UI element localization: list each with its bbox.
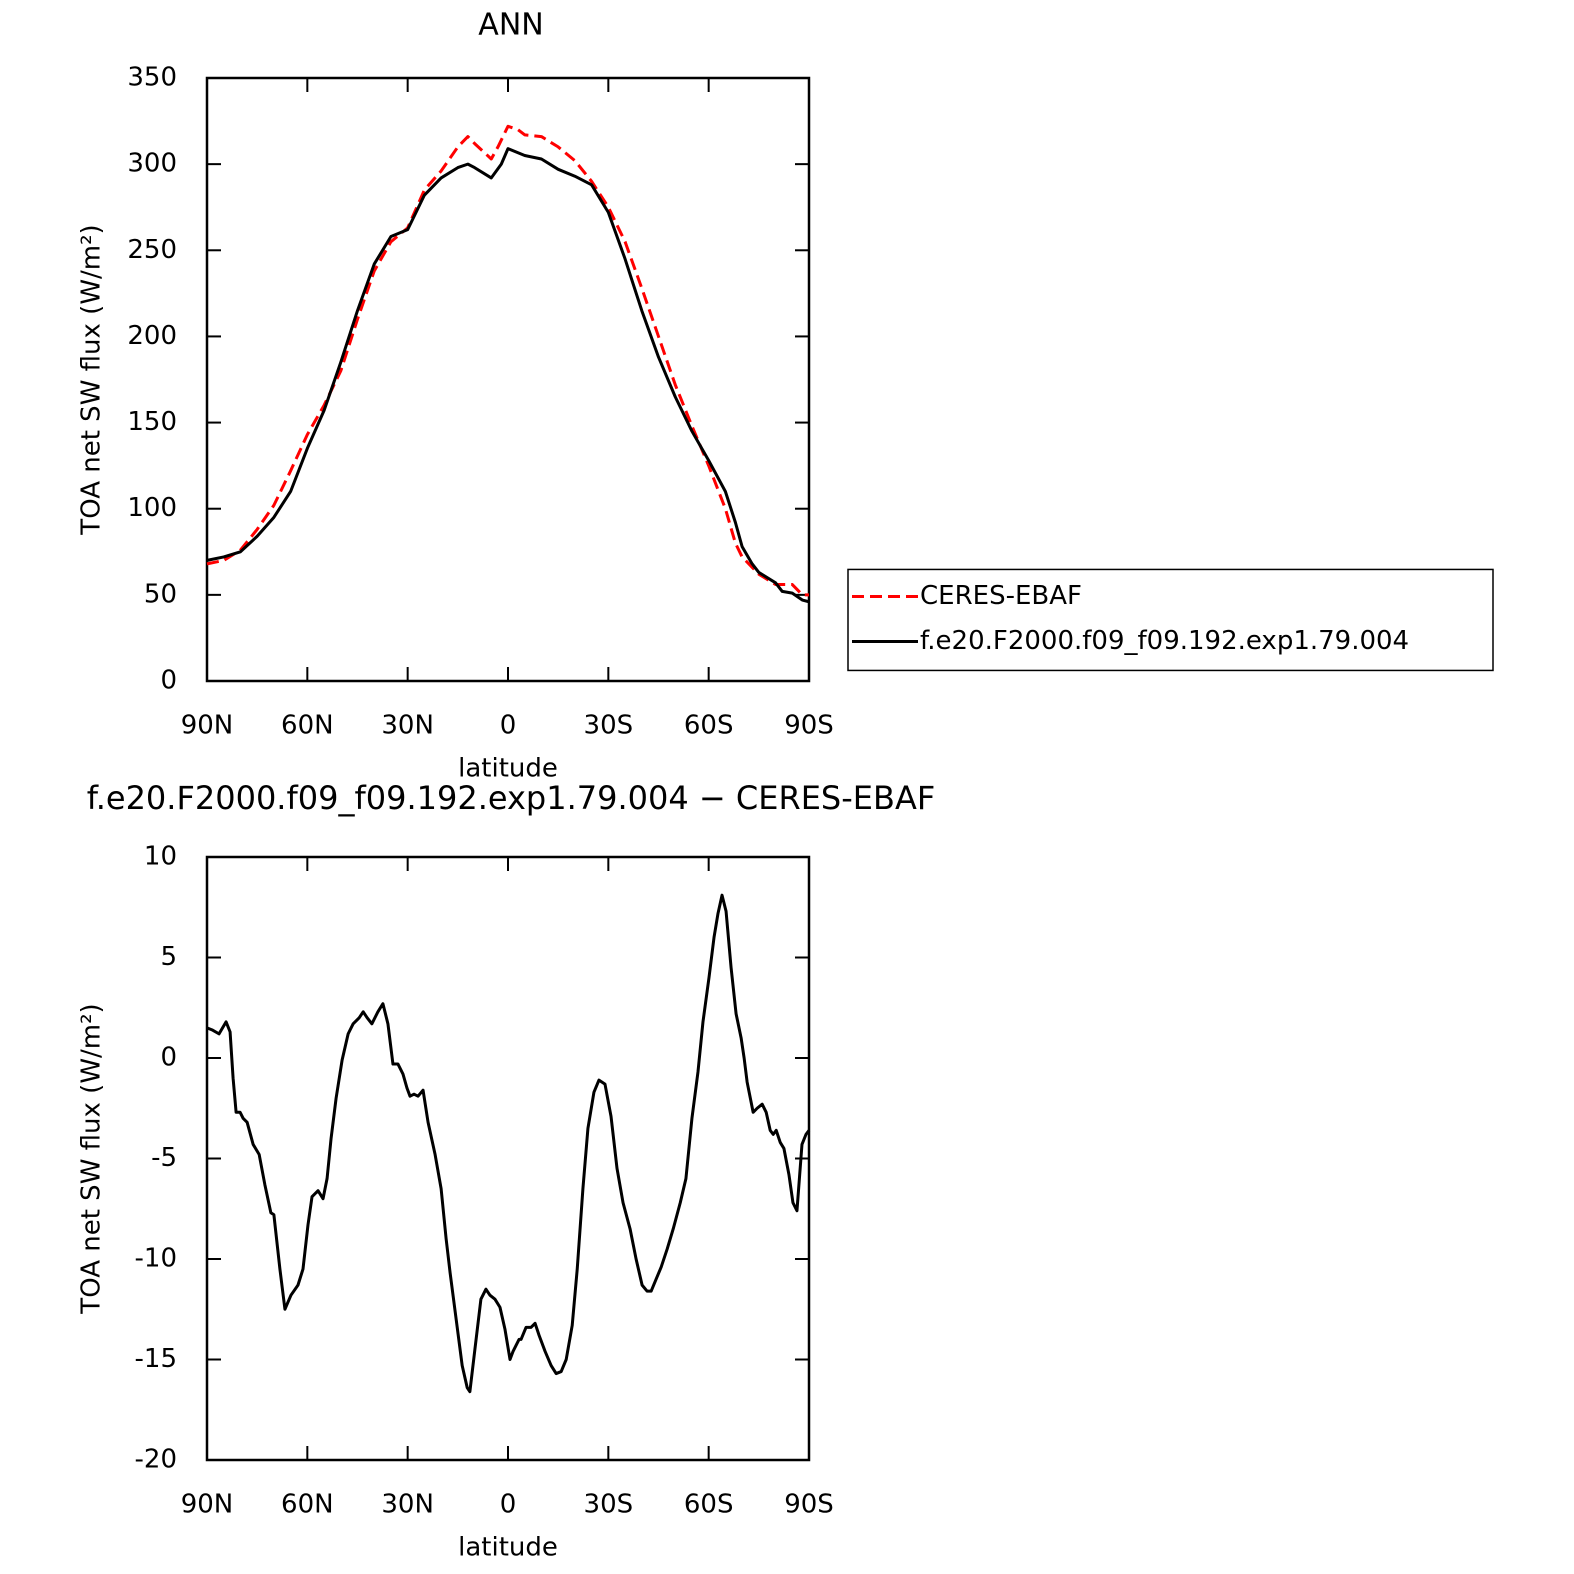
y-tick-label: 5	[160, 942, 177, 972]
y-tick-label: 200	[127, 321, 177, 351]
y-tick-label: 100	[127, 493, 177, 523]
plot-frame	[205, 855, 811, 1462]
chart-title: ANN	[478, 8, 543, 43]
y-tick-label: 150	[127, 407, 177, 437]
x-tick-label: 30N	[381, 711, 434, 741]
chart-title: f.e20.F2000.f09_f09.192.exp1.79.004 − CE…	[87, 779, 935, 817]
y-tick-label: 350	[127, 63, 177, 93]
y-axis-label: TOA net SW flux (W/m²)	[77, 1003, 107, 1314]
legend-box	[847, 568, 1494, 672]
y-tick-label: 0	[160, 666, 177, 696]
y-tick-label: 50	[144, 579, 177, 609]
data-line	[206, 124, 809, 597]
y-tick-label: -20	[135, 1445, 177, 1475]
x-tick-label: 90N	[181, 1490, 234, 1520]
x-tick-label: 60S	[684, 711, 734, 741]
x-tick-label: 90N	[181, 711, 234, 741]
x-tick-label: 60N	[281, 711, 334, 741]
x-tick-label: 90S	[784, 1490, 834, 1520]
y-tick-label: -10	[135, 1244, 177, 1274]
y-tick-label: 10	[144, 842, 177, 872]
x-tick-label: 30S	[584, 711, 634, 741]
x-tick-label: 60S	[684, 1490, 734, 1520]
x-axis-label: latitude	[458, 754, 558, 784]
y-tick-label: -5	[151, 1143, 177, 1173]
plot-frame	[205, 76, 811, 683]
legend-label: f.e20.F2000.f09_f09.192.exp1.79.004	[920, 626, 1409, 656]
y-tick-label: 250	[127, 235, 177, 265]
x-tick-label: 90S	[784, 711, 834, 741]
x-tick-label: 60N	[281, 1490, 334, 1520]
y-tick-label: -15	[135, 1344, 177, 1374]
x-tick-label: 30N	[381, 1490, 434, 1520]
y-axis-label: TOA net SW flux (W/m²)	[77, 224, 107, 535]
legend-label: CERES-EBAF	[920, 581, 1082, 611]
data-line	[206, 147, 810, 604]
x-tick-label: 0	[500, 1490, 517, 1520]
y-tick-label: 0	[160, 1043, 177, 1073]
y-tick-label: 300	[127, 149, 177, 179]
data-line	[206, 893, 811, 1394]
x-tick-label: 30S	[584, 1490, 634, 1520]
x-tick-label: 0	[500, 711, 517, 741]
x-axis-label: latitude	[458, 1533, 558, 1563]
